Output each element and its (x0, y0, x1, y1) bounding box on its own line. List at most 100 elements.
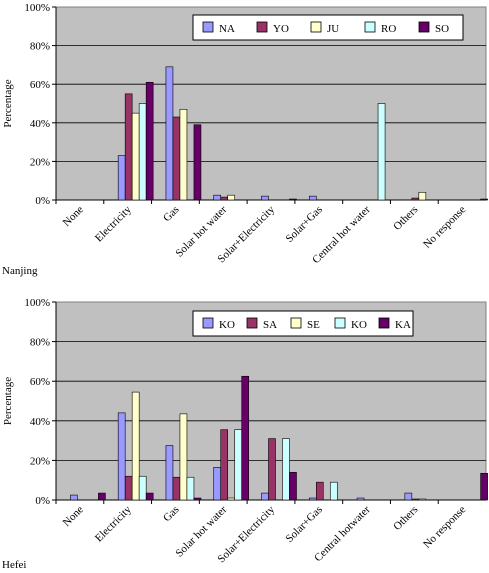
hefei-bar-sa-1 (124, 475, 133, 501)
nanjing-y-tick-label: 20% (30, 156, 50, 168)
nanjing-legend-swatch-2 (310, 21, 322, 33)
hefei-legend-label-4: KA (395, 319, 411, 331)
hefei-bar-ko-1 (138, 475, 147, 501)
hefei-legend-swatch-0 (202, 317, 214, 329)
nanjing-y-axis-title: Percentage (2, 79, 14, 127)
hefei-legend-swatch-4 (378, 317, 390, 329)
nanjing-bar-yo-2 (172, 116, 181, 201)
nanjing-legend-box (192, 14, 464, 41)
hefei-legend-label-1: SA (263, 319, 277, 331)
nanjing-legend: NA YO JU RO SO (192, 14, 464, 41)
hefei-bar-se-1 (131, 391, 140, 501)
hefei-bar-ka-3 (241, 375, 250, 501)
hefei-bar-se-7 (418, 498, 427, 501)
nanjing-bar-ju-7 (418, 191, 427, 201)
nanjing-bar-ju-1 (131, 112, 140, 201)
hefei-y-tick-label: 0% (35, 495, 50, 507)
nanjing-legend-label-4: SO (435, 23, 449, 35)
nanjing-bar-ju-3 (227, 194, 236, 201)
hefei-category-label: Solar+Gas (284, 504, 325, 545)
nanjing-bar-ju-2 (179, 108, 188, 201)
nanjing-bar-yo-1 (124, 93, 133, 201)
hefei-bar-ko-6 (356, 497, 365, 501)
hefei-bar-ko-5 (308, 497, 317, 501)
hefei-bar-ko-4 (282, 438, 290, 501)
hefei-y-tick-label: 80% (30, 337, 50, 349)
hefei-bar-ko-3 (234, 429, 243, 501)
hefei-bar-ko-2 (165, 445, 174, 501)
nanjing-bar-na-3 (213, 194, 222, 201)
hefei-category-label: None (61, 504, 86, 529)
hefei-bar-ko-1 (117, 412, 126, 501)
nanjing-category-label: No response (421, 204, 468, 251)
nanjing-caption: Nanjing (2, 265, 38, 277)
hefei-y-tick-label: 60% (30, 376, 50, 388)
nanjing-bar-na-2 (165, 66, 174, 201)
nanjing-bar-ro-6 (377, 103, 386, 201)
nanjing-category-label: Electricity (93, 203, 134, 244)
nanjing-y-tick-label: 40% (30, 118, 50, 130)
nanjing-y-tick-label: 80% (30, 41, 50, 53)
hefei-y-tick-label: 40% (30, 416, 50, 428)
hefei-y-tick-label: 100% (24, 297, 50, 309)
nanjing-bar-na-4 (261, 195, 269, 201)
nanjing-y-tick-label: 0% (35, 195, 50, 207)
nanjing-bar-yo-3 (220, 196, 229, 201)
hefei-bar-ka-8 (480, 472, 488, 501)
nanjing-category-label: None (61, 204, 86, 229)
hefei-bar-ka-1 (145, 492, 154, 501)
hefei-bar-se-3 (227, 497, 236, 501)
hefei-y-tick-label: 20% (30, 455, 50, 467)
hefei-legend-label-3: KO (351, 319, 367, 331)
hefei-bar-ko-2 (186, 476, 195, 501)
hefei-bar-sa-5 (315, 481, 324, 501)
hefei-legend-swatch-2 (290, 317, 302, 329)
hefei-bar-ko-7 (404, 492, 413, 501)
nanjing-category-label: Solar+Gas (284, 204, 325, 245)
nanjing-bar-na-1 (117, 155, 126, 201)
nanjing-bar-so-8 (480, 198, 488, 201)
nanjing-y-tick-label: 100% (24, 2, 50, 14)
nanjing-legend-label-1: YO (273, 23, 289, 35)
hefei-bar-ko-4 (261, 492, 269, 501)
hefei-y-axis-title: Percentage (2, 377, 14, 425)
hefei-caption: Hefei (2, 559, 26, 571)
hefei-legend: KO SA SE KO KA (192, 310, 414, 337)
nanjing-category-label: Others (391, 204, 420, 233)
hefei-bar-se-2 (179, 413, 188, 501)
nanjing-legend-label-2: JU (327, 23, 339, 35)
nanjing-legend-swatch-4 (418, 21, 430, 33)
nanjing-bar-na-5 (308, 195, 317, 201)
nanjing-bar-yo-7 (411, 197, 420, 201)
hefei-category-label: Electricity (93, 503, 134, 544)
hefei-bar-sa-7 (411, 498, 420, 501)
nanjing-legend-swatch-3 (364, 21, 376, 33)
hefei-bar-sa-2 (172, 476, 181, 501)
nanjing-bar-so-2 (193, 124, 202, 201)
nanjing-chart: 0% 20% 40% 60% 80% 100% Percentage None Electric… (2, 2, 488, 277)
hefei-bar-sa-4 (268, 438, 276, 501)
hefei-legend-swatch-1 (246, 317, 258, 329)
nanjing-bar-so-1 (145, 81, 154, 201)
hefei-legend-label-0: KO (219, 319, 235, 331)
hefei-chart: 0% 20% 40% 60% 80% 100% Percentage None Electric… (2, 297, 488, 571)
hefei-legend-label-2: SE (307, 319, 320, 331)
nanjing-bar-ro-1 (138, 103, 147, 201)
hefei-bar-ko-0 (70, 494, 78, 501)
hefei-legend-swatch-3 (334, 317, 346, 329)
nanjing-bar-so-4 (289, 198, 297, 201)
hefei-legend-box (192, 310, 414, 337)
hefei-bar-sa-3 (220, 429, 229, 501)
hefei-bar-ko-3 (213, 467, 222, 501)
nanjing-category-label: Gas (161, 204, 182, 225)
nanjing-legend-swatch-0 (202, 21, 214, 33)
nanjing-legend-swatch-1 (256, 21, 268, 33)
nanjing-y-tick-label: 60% (30, 79, 50, 91)
hefei-bar-ko-5 (329, 481, 338, 501)
nanjing-legend-label-3: RO (381, 23, 396, 35)
hefei-category-label: Gas (161, 504, 182, 525)
hefei-category-label: Others (391, 504, 420, 533)
hefei-bar-ka-4 (289, 471, 297, 501)
hefei-bar-ka-0 (98, 492, 106, 501)
